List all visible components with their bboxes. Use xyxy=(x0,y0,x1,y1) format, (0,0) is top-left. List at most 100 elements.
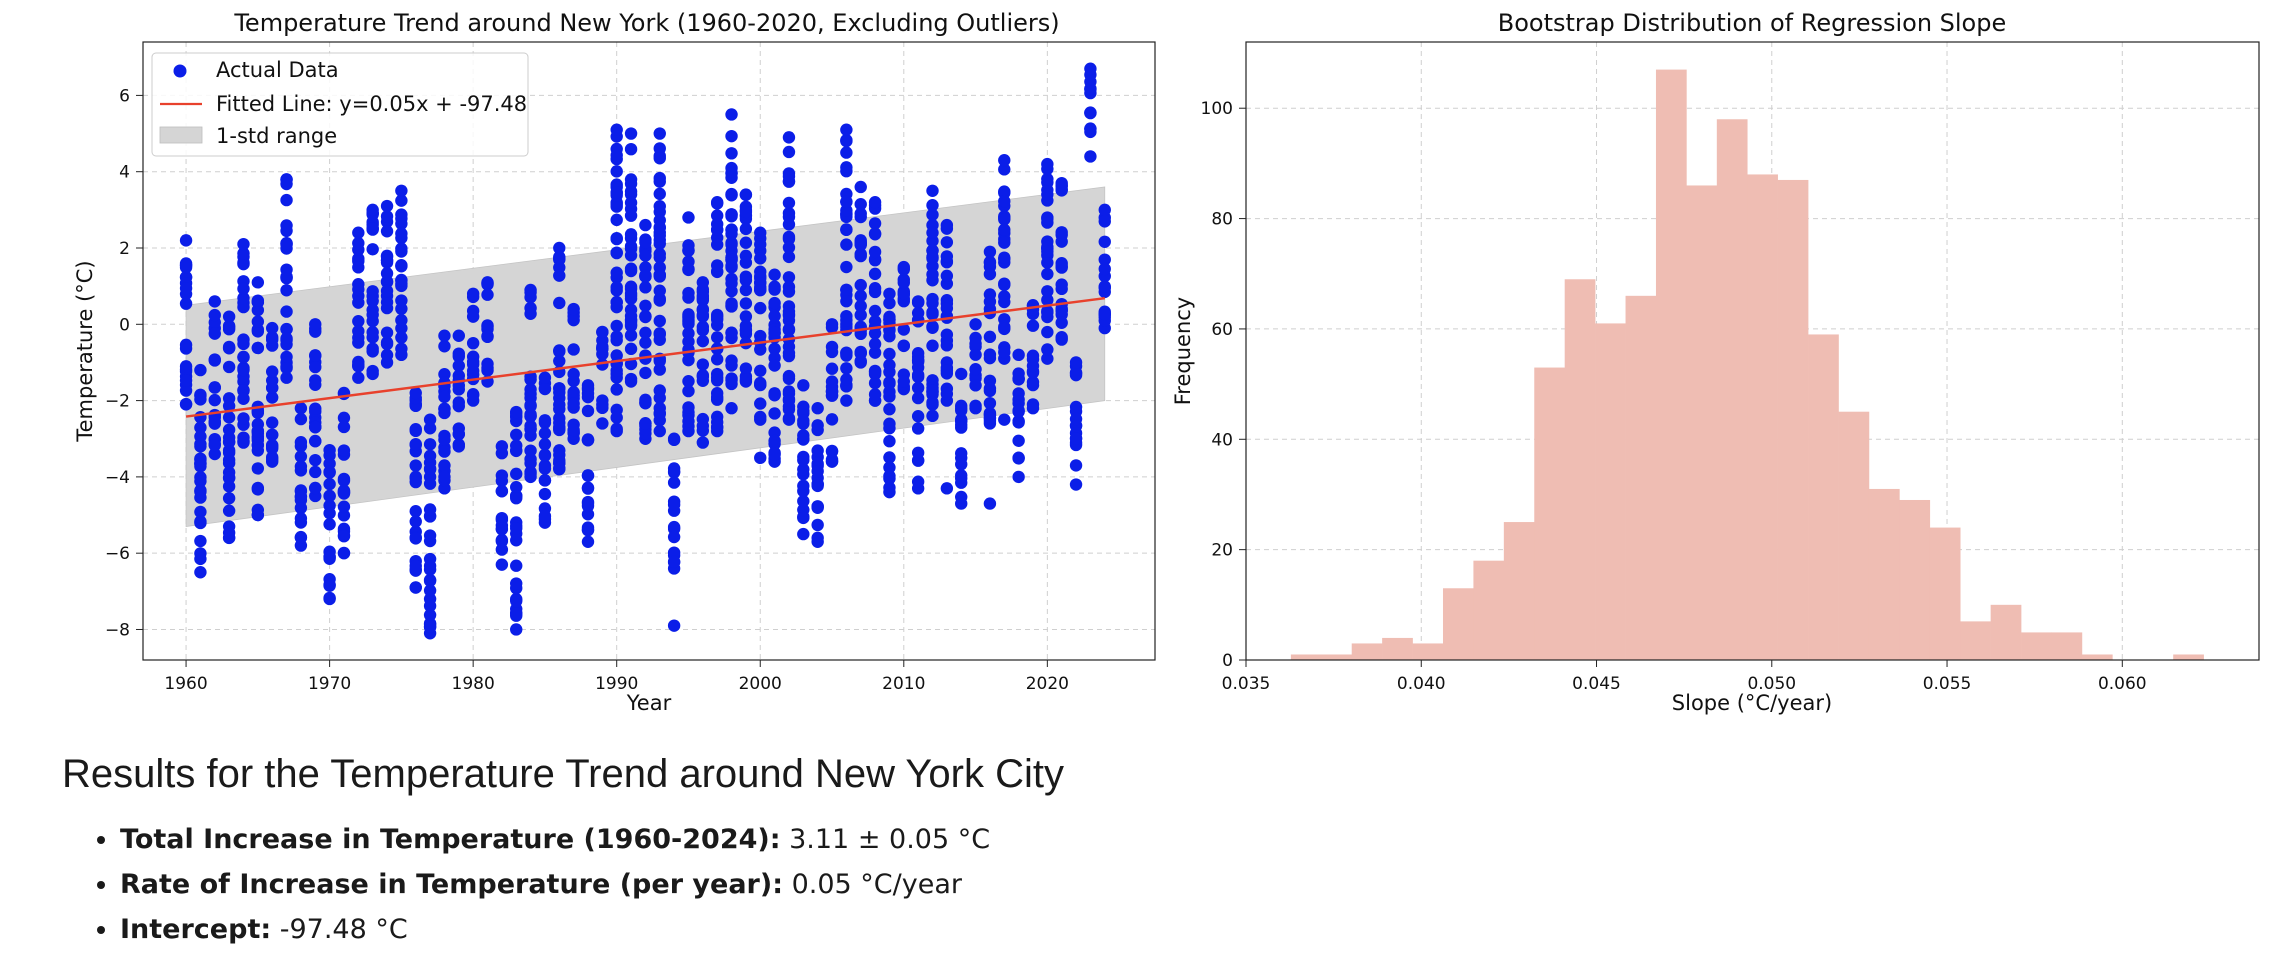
data-point xyxy=(208,354,221,367)
data-point xyxy=(265,331,279,344)
data-point xyxy=(682,211,695,224)
data-point xyxy=(868,315,882,328)
data-point xyxy=(653,127,666,140)
data-point xyxy=(682,262,695,276)
data-point xyxy=(423,422,437,435)
data-point xyxy=(754,284,767,297)
data-point xyxy=(194,421,207,434)
histogram-bar xyxy=(1929,527,1961,660)
data-point xyxy=(911,410,925,423)
data-point xyxy=(323,477,336,491)
data-point xyxy=(739,310,753,323)
data-point xyxy=(610,149,623,162)
data-point xyxy=(395,331,408,344)
data-point xyxy=(983,497,997,510)
data-point xyxy=(222,392,236,405)
data-point xyxy=(567,423,580,437)
data-point xyxy=(739,222,753,236)
histogram-bar xyxy=(1686,185,1718,660)
data-point xyxy=(466,336,480,350)
data-point xyxy=(768,326,781,339)
data-point xyxy=(538,382,552,395)
data-point xyxy=(955,476,968,489)
data-point xyxy=(438,470,451,484)
data-point xyxy=(854,299,867,313)
data-point xyxy=(366,308,379,321)
data-point xyxy=(696,358,710,371)
data-point xyxy=(682,343,695,356)
data-point xyxy=(710,353,724,366)
histogram-bar xyxy=(1868,488,1900,660)
data-point xyxy=(423,574,437,588)
data-point xyxy=(739,236,753,249)
data-point xyxy=(194,566,207,579)
histogram-chart: Bootstrap Distribution of Regression Slo… xyxy=(1171,9,2260,715)
data-point xyxy=(754,376,767,390)
data-point xyxy=(1098,280,1111,293)
data-point xyxy=(983,245,997,259)
data-point xyxy=(553,386,566,399)
data-point xyxy=(725,326,738,340)
data-point xyxy=(739,319,753,333)
data-point xyxy=(524,422,537,436)
data-point xyxy=(280,361,293,375)
data-point xyxy=(610,296,623,309)
data-point xyxy=(754,265,767,278)
histogram-bar xyxy=(1899,499,1931,660)
data-point xyxy=(380,284,394,298)
data-point xyxy=(1098,262,1111,276)
data-point xyxy=(538,474,552,487)
data-point xyxy=(423,529,437,542)
data-point xyxy=(983,255,997,269)
data-point xyxy=(395,245,408,258)
data-point xyxy=(423,449,437,463)
data-point xyxy=(883,296,896,310)
data-point xyxy=(955,490,968,504)
y-tick-label: 0 xyxy=(1222,651,1233,671)
data-point xyxy=(926,226,939,239)
data-point xyxy=(337,411,351,425)
data-point xyxy=(811,423,824,437)
x-tick-label: 2010 xyxy=(882,674,925,694)
legend-item-std-range: 1-std range xyxy=(216,124,337,148)
data-point xyxy=(510,522,523,535)
data-point xyxy=(466,310,480,323)
data-point xyxy=(395,342,408,356)
data-point xyxy=(969,363,982,376)
data-point xyxy=(179,259,193,272)
data-point xyxy=(538,438,552,451)
legend-item-fitted-line: Fitted Line: y=0.05x + -97.48 xyxy=(216,92,527,116)
data-point xyxy=(1041,212,1054,226)
data-point xyxy=(696,320,710,334)
histogram-y-ticks: 0 20 40 60 80 100 xyxy=(1201,99,1246,671)
data-point xyxy=(237,237,250,251)
data-point xyxy=(725,259,738,272)
data-point xyxy=(926,184,939,197)
data-point xyxy=(840,394,853,407)
data-point xyxy=(926,339,939,352)
data-point xyxy=(897,375,910,388)
data-point xyxy=(395,302,408,316)
data-point xyxy=(682,317,695,331)
data-point xyxy=(754,238,767,251)
x-tick-label: 2020 xyxy=(1026,674,1069,694)
data-point xyxy=(237,337,250,351)
data-point xyxy=(409,424,422,438)
data-point xyxy=(237,291,250,305)
data-point xyxy=(883,287,896,300)
data-point xyxy=(395,260,408,273)
data-point xyxy=(639,269,652,282)
data-point xyxy=(395,322,408,335)
y-tick-label: −8 xyxy=(105,620,130,640)
data-point xyxy=(553,354,566,368)
data-point xyxy=(1041,293,1054,307)
data-point xyxy=(710,331,724,344)
data-point xyxy=(280,263,293,276)
data-point xyxy=(194,505,207,519)
data-point xyxy=(998,236,1011,249)
data-point xyxy=(624,249,638,262)
data-point xyxy=(194,430,207,443)
data-point xyxy=(797,453,810,467)
data-point xyxy=(567,397,580,410)
data-point xyxy=(653,142,666,155)
